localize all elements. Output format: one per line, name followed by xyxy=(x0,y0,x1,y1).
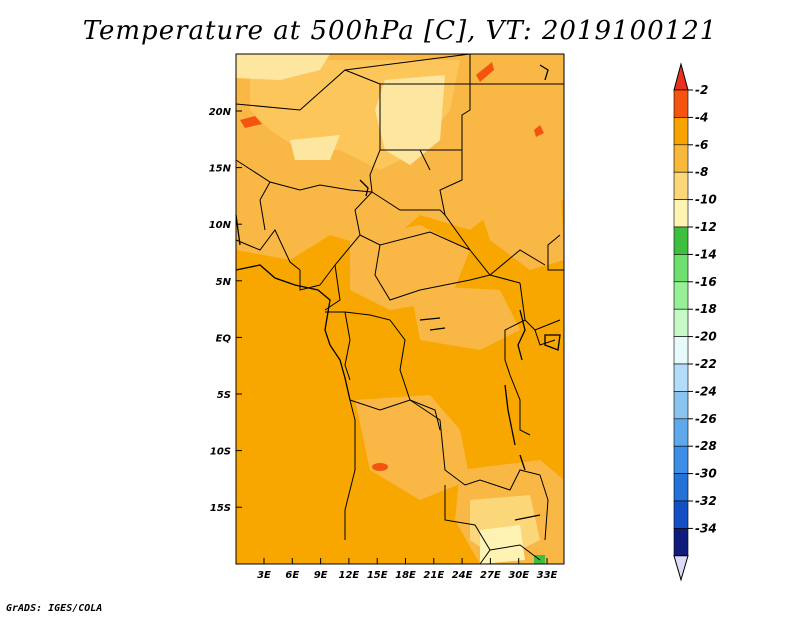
colorbar-label: -34 xyxy=(695,521,717,535)
lat-tick-label: 10N xyxy=(209,220,232,231)
field-warm-spot-ne xyxy=(476,62,494,82)
colorbar-label: -24 xyxy=(695,384,717,398)
colorbar-top-arrow xyxy=(673,62,689,91)
longitude-axis: 3E 6E 9E 12E 15E 18E 21E 24E 27E 30E 33E xyxy=(257,558,558,581)
colorbar-label: -28 xyxy=(695,439,717,453)
lat-tick-label: 15S xyxy=(210,503,231,514)
field-warm-spot-east xyxy=(534,125,544,137)
lat-tick-label: 20N xyxy=(209,107,232,118)
coastlines-and-lakes xyxy=(235,64,561,521)
colorbar-label: -6 xyxy=(695,138,708,152)
colorbar-swatch xyxy=(673,281,689,310)
colorbar-bottom-arrow xyxy=(673,555,689,582)
colorbar: -2 -4 -6 -8 -10 -12 -14 -16 -18 -20 -22 -24 -26 -28 -3… xyxy=(673,62,717,582)
colorbar-label: -22 xyxy=(695,357,717,371)
colorbar-label: -30 xyxy=(695,467,717,481)
colorbar-swatch xyxy=(673,445,689,474)
field-cool-patch xyxy=(290,135,340,160)
colorbar-label: -10 xyxy=(695,193,717,207)
colorbar-label: -2 xyxy=(695,83,708,97)
colorbar-swatch xyxy=(673,336,689,365)
colorbar-label: -14 xyxy=(695,247,717,261)
lon-tick-label: 30E xyxy=(508,570,529,581)
colorbar-swatch xyxy=(673,171,689,200)
field-warm-spot-nw xyxy=(240,116,262,128)
lon-tick-label: 33E xyxy=(537,570,558,581)
colorbar-swatch xyxy=(673,89,689,118)
colorbar-swatch xyxy=(673,144,689,173)
colorbar-swatch xyxy=(673,363,689,392)
lon-tick-label: 27E xyxy=(480,570,501,581)
field-angola xyxy=(355,395,470,500)
field-congo xyxy=(410,285,520,350)
lat-tick-label: 15N xyxy=(209,164,232,175)
colorbar-swatch xyxy=(673,528,689,557)
map-frame xyxy=(235,53,565,565)
lon-tick-label: 18E xyxy=(395,570,416,581)
colorbar-label: -16 xyxy=(695,275,717,289)
lat-tick-label: 10S xyxy=(210,447,231,458)
lon-tick-label: 21E xyxy=(423,570,444,581)
latitude-axis: 20N 15N 10N 5N EQ 5S 10S 15S xyxy=(209,107,242,514)
colorbar-swatch xyxy=(673,391,689,420)
colorbar-swatch xyxy=(673,500,689,529)
field-ethiopia xyxy=(470,170,564,270)
lon-tick-label: 6E xyxy=(285,570,299,581)
grads-credit: GrADS: IGES/COLA xyxy=(6,603,103,614)
country-borders xyxy=(235,53,564,565)
lon-tick-label: 12E xyxy=(339,570,360,581)
colorbar-label: -18 xyxy=(695,302,717,316)
colorbar-label: -20 xyxy=(695,330,717,344)
colorbar-label: -4 xyxy=(695,110,708,124)
field-cool-sudan xyxy=(375,75,445,165)
colorbar-label: -12 xyxy=(695,220,717,234)
lat-tick-label: 5S xyxy=(217,390,231,401)
colorbar-label: -26 xyxy=(695,412,717,426)
lon-tick-label: 15E xyxy=(367,570,388,581)
colorbar-swatch xyxy=(673,226,689,255)
colorbar-swatch xyxy=(673,418,689,447)
map-title: Temperature at 500hPa [C], VT: 201910012… xyxy=(82,16,718,46)
field-warm-spot-angola xyxy=(372,463,388,471)
temperature-map: 20N 15N 10N 5N EQ 5S 10S 15S 3E 6E 9E 12E 15E 18E 21E… xyxy=(209,53,565,581)
field-zimbabwe xyxy=(480,525,525,564)
colorbar-swatch xyxy=(673,117,689,146)
colorbar-swatch xyxy=(673,473,689,502)
colorbar-swatch xyxy=(673,199,689,228)
colorbar-label: -8 xyxy=(695,165,708,179)
lat-tick-label: 5N xyxy=(216,277,232,288)
lon-tick-label: 24E xyxy=(452,570,473,581)
lon-tick-label: 3E xyxy=(257,570,271,581)
colorbar-swatch xyxy=(673,254,689,283)
colorbar-swatch xyxy=(673,308,689,337)
lat-tick-label: EQ xyxy=(216,333,232,344)
lon-tick-label: 9E xyxy=(314,570,328,581)
field-cool-northwest xyxy=(236,54,330,80)
colorbar-label: -32 xyxy=(695,494,717,508)
